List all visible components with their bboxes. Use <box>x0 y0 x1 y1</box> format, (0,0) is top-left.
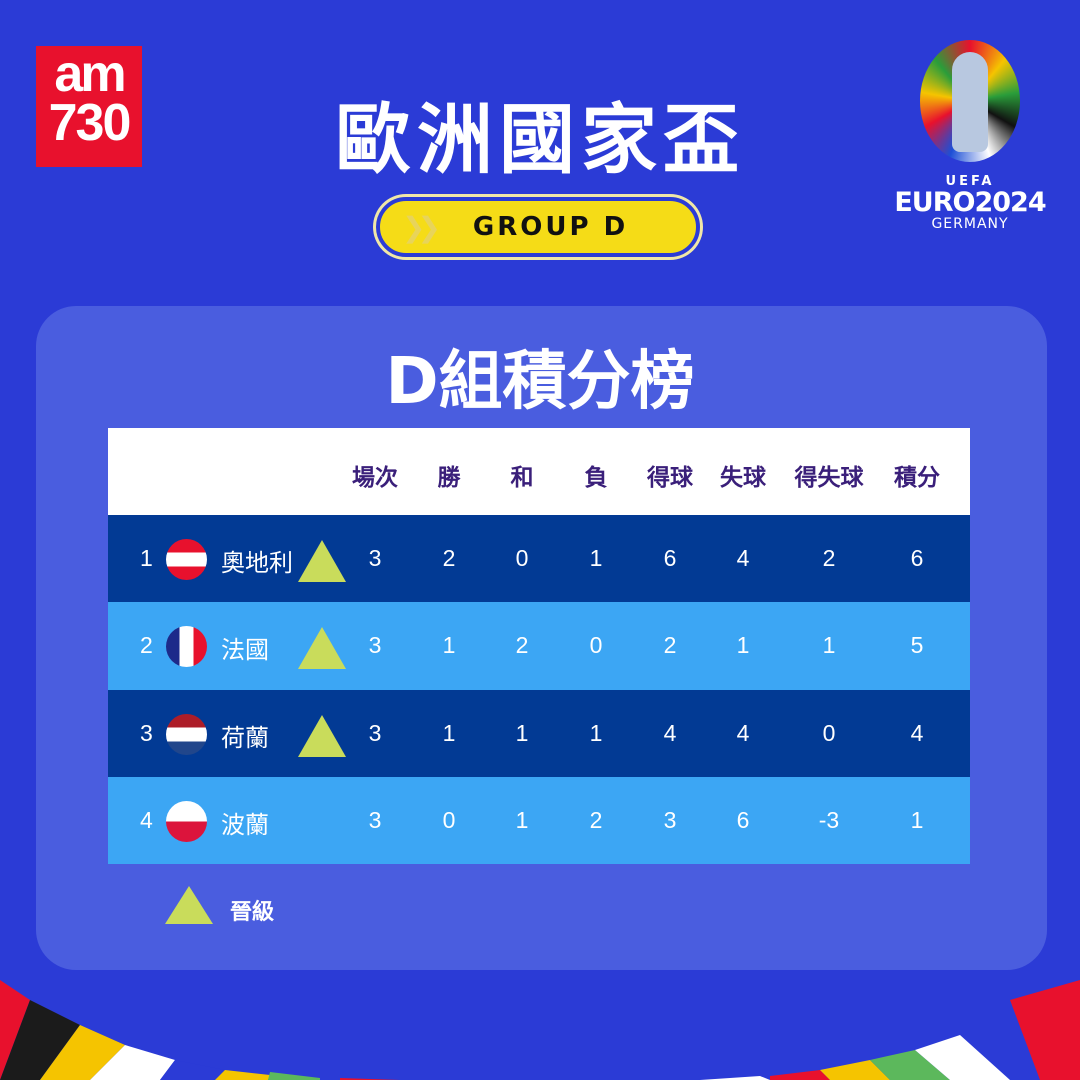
stat-cell: -3 <box>818 806 840 833</box>
stat-cell: 4 <box>736 545 750 571</box>
rank: 4 <box>140 806 153 833</box>
team-name: 荷蘭 <box>221 723 269 752</box>
stat-cell: 0 <box>589 632 603 659</box>
table-row: 2 法國 3 1 2 0 2 1 1 5 <box>108 602 970 690</box>
column-header: 積分 <box>894 465 940 491</box>
stat-cell: 1 <box>822 632 836 659</box>
stat-cell: 2 <box>663 632 677 659</box>
france-flag-icon <box>166 626 207 668</box>
double-chevron-right-icon: ❯❯ <box>402 210 441 244</box>
qualified-triangle-icon <box>298 714 346 757</box>
am730-logo: am 730 <box>36 46 142 167</box>
stat-cell: 2 <box>515 632 529 659</box>
qualified-triangle-icon <box>298 540 346 582</box>
stat-cell: 1 <box>515 806 529 833</box>
stat-cell: 3 <box>368 806 382 833</box>
standings-table: 場次 勝 和 負 得球 失球 得失球 積分 1 奧地利 3 2 0 1 6 4 2 6 2 法國 3 1 2 0 2 1 1 5 3 荷蘭… <box>108 428 970 865</box>
group-badge: ❯❯ GROUP D <box>376 197 700 257</box>
country-text: GERMANY <box>931 216 1009 232</box>
rank: 1 <box>140 545 153 571</box>
group-label: GROUP D <box>472 212 629 242</box>
euro2024-logo: UEFA EURO2024 GERMANY <box>890 40 1050 255</box>
standings-title: D組積分榜 <box>385 345 695 419</box>
stat-cell: 6 <box>736 806 750 833</box>
stat-cell: 2 <box>589 806 603 833</box>
column-header: 得球 <box>647 465 693 491</box>
table-header: 場次 勝 和 負 得球 失球 得失球 積分 <box>108 428 970 515</box>
qualified-triangle-icon <box>298 627 346 670</box>
column-header: 負 <box>584 465 608 491</box>
team-name: 法國 <box>221 636 269 665</box>
stat-cell: 0 <box>822 719 836 746</box>
trophy-icon <box>920 40 1020 162</box>
stat-cell: 3 <box>368 719 382 746</box>
stat-cell: 1 <box>736 632 750 659</box>
netherlands-flag-icon <box>166 713 207 755</box>
column-header: 失球 <box>720 465 766 491</box>
rank: 3 <box>140 719 153 746</box>
stat-cell: 4 <box>736 719 750 746</box>
euro-text: EURO2024 <box>894 187 1046 218</box>
table-row: 4 波蘭 3 0 1 2 3 6 -3 1 <box>108 776 970 865</box>
stat-cell: 4 <box>663 719 677 746</box>
stat-cell: 5 <box>910 632 924 659</box>
table-row: 1 奧地利 3 2 0 1 6 4 2 6 <box>108 515 970 603</box>
stat-cell: 1 <box>515 719 529 746</box>
column-header: 勝 <box>437 465 461 491</box>
stat-cell: 0 <box>515 545 529 571</box>
austria-flag-icon <box>166 539 207 580</box>
team-name: 波蘭 <box>221 810 269 839</box>
page-title: 歐洲國家盃 <box>335 95 745 184</box>
stat-cell: 6 <box>663 545 677 571</box>
stat-cell: 1 <box>589 719 603 746</box>
stat-cell: 1 <box>589 545 603 571</box>
poland-flag-icon <box>166 800 207 842</box>
logo-text-bottom: 730 <box>48 94 132 153</box>
logo-text-top: am <box>54 45 126 103</box>
flag-bunting-decoration <box>0 980 1080 1080</box>
stat-cell: 6 <box>910 545 924 571</box>
column-header: 得失球 <box>794 465 864 491</box>
stat-cell: 1 <box>442 719 456 746</box>
stat-cell: 1 <box>910 806 924 833</box>
column-header: 和 <box>510 465 534 491</box>
stat-cell: 3 <box>368 545 382 571</box>
column-header: 場次 <box>352 465 398 491</box>
team-name: 奧地利 <box>221 549 293 577</box>
stat-cell: 3 <box>663 806 677 833</box>
stat-cell: 4 <box>910 719 924 746</box>
stat-cell: 1 <box>442 632 456 659</box>
stat-cell: 0 <box>442 806 456 833</box>
stat-cell: 3 <box>368 632 382 659</box>
stat-cell: 2 <box>442 545 456 571</box>
table-row: 3 荷蘭 3 1 1 1 4 4 0 4 <box>108 689 970 778</box>
uefa-text: UEFA <box>945 174 995 189</box>
qualified-triangle-icon <box>165 886 213 924</box>
rank: 2 <box>140 632 153 659</box>
stat-cell: 2 <box>822 545 836 571</box>
legend-qualified-label: 晉級 <box>230 900 275 925</box>
